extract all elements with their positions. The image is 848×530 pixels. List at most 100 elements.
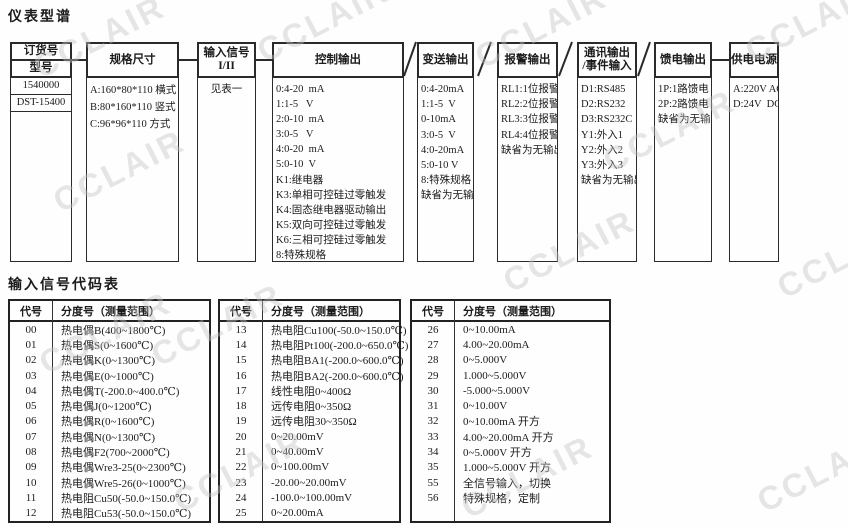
spectrum-item: D:24V DC [733,99,779,111]
spectrum-item: 缺省为无输出 [658,114,711,126]
code-row: 18 远传电阻0~350Ω [220,398,399,413]
code-cell: 18 [235,400,247,413]
code-row: 16 热电阻BA2(-200.0~600.0℃) [220,368,404,383]
spectrum-item: 0-10mA [421,114,456,126]
code-row: 13 热电阻Cu100(-50.0~150.0℃) [220,322,407,337]
range-cell: 0~20.00mA [271,507,324,520]
column-divider [52,301,53,521]
spectrum-item: C:96*96*110 方式 [90,119,171,130]
code-cell: 19 [235,415,247,428]
column-header-size: 规格尺寸 [86,42,179,78]
code-cell: 13 [235,323,247,336]
code-column-header: 代号 [20,305,42,318]
code-row: 21 0~40.00mV [220,444,399,459]
code-cell: 55 [427,476,439,489]
code-table-group-3: 代号 分度号（测量范围） 26 0~10.00mA 27 4.00~20.00mA 28 0~… [410,299,611,523]
code-row: 07 热电偶N(0~1300℃) [10,429,209,444]
code-row: 17 线性电阻0~400Ω [220,383,399,398]
range-cell: 热电偶Wre3-25(0~2300℃) [61,462,186,475]
code-row: 26 0~10.00mA [412,322,609,337]
spectrum-item: RL1:1位报警 [501,84,558,95]
code-cell: 56 [427,491,439,504]
spectrum-item: A:160*80*110 横式 [90,85,177,96]
column-body-transmit: 0:4-20mA 1:1-5 V 0-10mA 3:0-5 V 4:0-20mA 5:0-… [417,78,474,262]
code-cell: 27 [427,338,439,351]
column-body-control: 0:4-20 mA 1:1-5 V 2:0-10 mA 3:0-5 V 4:0-20 m… [272,78,404,262]
column-body-input: 见表一 [197,78,256,262]
column-feed: 馈电输出 1P:1路馈电 2P:2路馈电缺省为无输出 [654,42,712,262]
range-cell: 热电偶T(-200.0~400.0℃) [61,385,180,398]
spectrum-item: 0:4-20 mA [276,84,325,95]
code-row: 23 -20.00~20.00mV [220,475,399,490]
code-row: 55 全信号输入，切换 [412,475,609,490]
column-divider [262,301,263,521]
code-table-header-row: 代号 分度号（测量范围） [412,301,609,322]
code-cell: 14 [235,338,247,351]
range-cell: 热电偶Wre5-26(0~1000℃) [61,477,186,490]
spectrum-item: D3:RS232C [581,114,633,126]
spectrum-item: 1:1-5 V [421,99,456,111]
spectrum-item: Y3:外入3 [581,160,623,172]
code-row: 11 热电阻Cu50(-50.0~150.0℃) [10,490,209,505]
code-cell: 30 [427,384,439,397]
code-cell: 08 [25,446,37,459]
column-body-alarm: RL1:1位报警 RL2:2位报警 RL3:3位报警 RL4:4位报警 缺省为无输出 [497,78,558,262]
code-row: 32 0~10.00mA 开方 [412,414,609,429]
range-cell: 0~10.00V [463,400,508,413]
code-table-group-1: 代号 分度号（测量范围） 00 热电偶B(400~1800℃) 01 热电偶S(0~160… [8,299,211,523]
range-cell: 热电偶J(0~1200℃) [61,401,152,414]
code-cell: 20 [235,430,247,443]
spectrum-item: K3:单相可控硅过零触发 [276,189,387,201]
spectrum-item: RL3:3位报警 [501,114,558,126]
header-label: 控制输出 [315,53,361,66]
header-label: 型号 [29,62,53,74]
code-row: 34 0~5.000V 开方 [412,444,609,459]
code-cell: 07 [25,430,37,443]
code-row: 08 热电偶F2(700~2000℃) [10,444,209,459]
column-header-power: 供电电源 [729,42,779,78]
code-cell: 28 [427,354,439,367]
spectrum-item: 见表一 [210,84,243,95]
spectrum-item: 3:0-5 V [276,129,314,141]
range-cell: 热电阻Cu100(-50.0~150.0℃) [271,324,407,337]
code-row: 56 特殊规格，定制 [412,490,609,505]
range-cell: 热电阻Cu50(-50.0~150.0℃) [61,492,192,505]
code-row: 33 4.00~20.00mA 开方 [412,429,609,444]
spectrum-item: 5:0-10 V [276,159,317,171]
code-table-group-2: 代号 分度号（测量范围） 13 热电阻Cu100(-50.0~150.0℃) 14 热电阻… [218,299,408,523]
column-body-power: A:220V AC D:24V DC [729,78,779,262]
code-row: 10 热电偶Wre5-26(0~1000℃) [10,475,209,490]
column-comm: 通讯输出/事件输入 D1:RS485 D2:RS232 D3:RS232C Y1:外入1… [577,42,637,262]
spectrum-item: Y2:外入2 [581,144,623,156]
code-cell: 06 [25,415,37,428]
spectrum-item: 缺省为无输出 [421,190,474,202]
range-cell: 0~10.00mA 开方 [463,416,540,429]
range-column-header: 分度号（测量范围） [463,305,562,318]
spectrum-item: 1540000 [11,78,71,95]
code-column-header: 代号 [422,305,444,318]
code-cell: 35 [427,461,439,474]
header-label: 供电电源 [731,53,777,66]
range-cell: 0~5.000V 开方 [463,447,532,460]
column-header-comm: 通讯输出/事件输入 [577,42,637,78]
code-row: 28 0~5.000V [412,353,609,368]
range-cell: 热电偶R(0~1600℃) [61,416,155,429]
spectrum-item: 2:0-10 mA [276,114,325,126]
code-cell: 29 [427,369,439,382]
range-cell: 1.000~5.000V 开方 [463,462,551,475]
column-body-order: 1540000 DST-15400 [10,78,72,262]
range-cell: -20.00~20.00mV [271,476,347,489]
spectrum-item: 2P:2路馈电 [658,99,709,111]
spectrum-item: D2:RS232 [581,99,626,111]
range-cell: 4.00~20.00mA 开方 [463,431,554,444]
code-cell: 32 [427,415,439,428]
spectrum-item: 4:0-20mA [421,144,465,156]
column-power: 供电电源 A:220V AC D:24V DC [729,42,779,262]
range-cell: 1.000~5.000V [463,369,527,382]
code-row: 35 1.000~5.000V 开方 [412,460,609,475]
code-row: 20 0~20.00mV [220,429,399,444]
code-cell: 04 [25,384,37,397]
range-cell: 0~40.00mV [271,446,324,459]
